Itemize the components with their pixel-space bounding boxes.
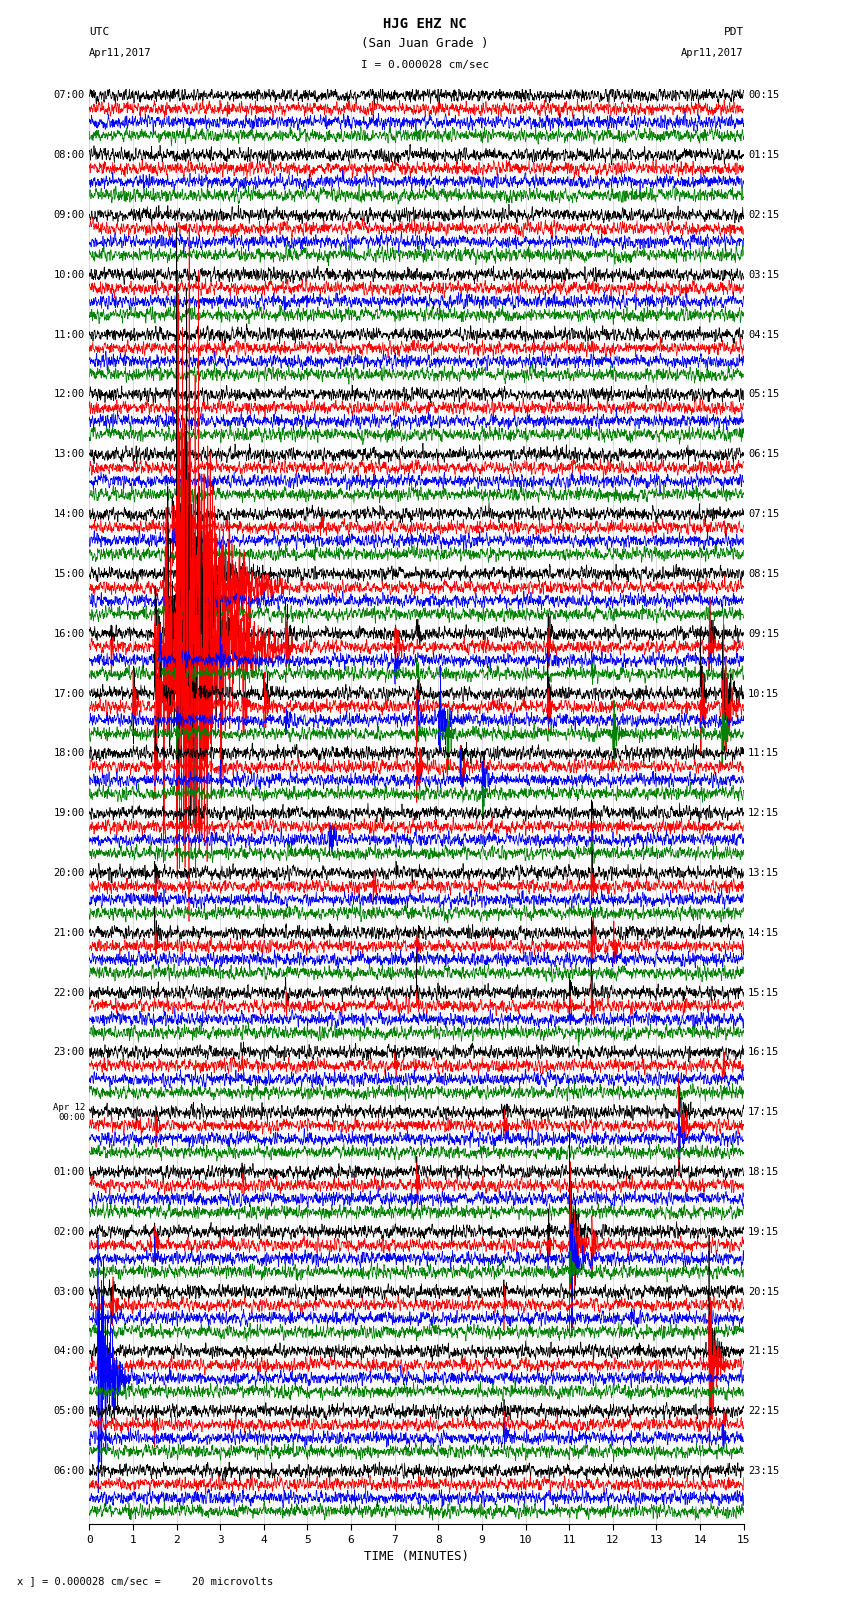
Text: 02:00: 02:00 [54, 1227, 85, 1237]
Text: 08:00: 08:00 [54, 150, 85, 160]
Text: 13:15: 13:15 [748, 868, 779, 877]
Text: 12:00: 12:00 [54, 389, 85, 400]
Text: 16:15: 16:15 [748, 1047, 779, 1058]
Text: x ] = 0.000028 cm/sec =     20 microvolts: x ] = 0.000028 cm/sec = 20 microvolts [17, 1576, 273, 1586]
Text: 04:00: 04:00 [54, 1347, 85, 1357]
Text: 17:15: 17:15 [748, 1107, 779, 1118]
Text: UTC: UTC [89, 27, 110, 37]
Text: 14:15: 14:15 [748, 927, 779, 937]
Text: Apr 12
00:00: Apr 12 00:00 [53, 1103, 85, 1123]
Text: 05:00: 05:00 [54, 1407, 85, 1416]
Text: 03:15: 03:15 [748, 269, 779, 279]
Text: 15:15: 15:15 [748, 987, 779, 997]
Text: 17:00: 17:00 [54, 689, 85, 698]
Text: HJG EHZ NC: HJG EHZ NC [383, 18, 467, 31]
Text: 01:15: 01:15 [748, 150, 779, 160]
Text: 19:15: 19:15 [748, 1227, 779, 1237]
Text: 20:00: 20:00 [54, 868, 85, 877]
Text: 10:15: 10:15 [748, 689, 779, 698]
Text: 12:15: 12:15 [748, 808, 779, 818]
Text: 23:00: 23:00 [54, 1047, 85, 1058]
Text: 20:15: 20:15 [748, 1287, 779, 1297]
Text: 01:00: 01:00 [54, 1168, 85, 1177]
Text: 21:00: 21:00 [54, 927, 85, 937]
Text: 09:00: 09:00 [54, 210, 85, 219]
Text: 06:15: 06:15 [748, 450, 779, 460]
Text: 13:00: 13:00 [54, 450, 85, 460]
X-axis label: TIME (MINUTES): TIME (MINUTES) [364, 1550, 469, 1563]
Text: Apr11,2017: Apr11,2017 [89, 48, 152, 58]
Text: 11:15: 11:15 [748, 748, 779, 758]
Text: 09:15: 09:15 [748, 629, 779, 639]
Text: 03:00: 03:00 [54, 1287, 85, 1297]
Text: 22:15: 22:15 [748, 1407, 779, 1416]
Text: I = 0.000028 cm/sec: I = 0.000028 cm/sec [361, 60, 489, 69]
Text: 14:00: 14:00 [54, 510, 85, 519]
Text: 08:15: 08:15 [748, 569, 779, 579]
Text: 07:00: 07:00 [54, 90, 85, 100]
Text: 04:15: 04:15 [748, 329, 779, 340]
Text: (San Juan Grade ): (San Juan Grade ) [361, 37, 489, 50]
Text: 18:15: 18:15 [748, 1168, 779, 1177]
Text: 18:00: 18:00 [54, 748, 85, 758]
Text: 07:15: 07:15 [748, 510, 779, 519]
Text: 05:15: 05:15 [748, 389, 779, 400]
Text: 22:00: 22:00 [54, 987, 85, 997]
Text: 11:00: 11:00 [54, 329, 85, 340]
Text: 02:15: 02:15 [748, 210, 779, 219]
Text: 15:00: 15:00 [54, 569, 85, 579]
Text: 00:15: 00:15 [748, 90, 779, 100]
Text: 06:00: 06:00 [54, 1466, 85, 1476]
Text: 21:15: 21:15 [748, 1347, 779, 1357]
Text: PDT: PDT [723, 27, 744, 37]
Text: Apr11,2017: Apr11,2017 [681, 48, 744, 58]
Text: 23:15: 23:15 [748, 1466, 779, 1476]
Text: 16:00: 16:00 [54, 629, 85, 639]
Text: 10:00: 10:00 [54, 269, 85, 279]
Text: 19:00: 19:00 [54, 808, 85, 818]
